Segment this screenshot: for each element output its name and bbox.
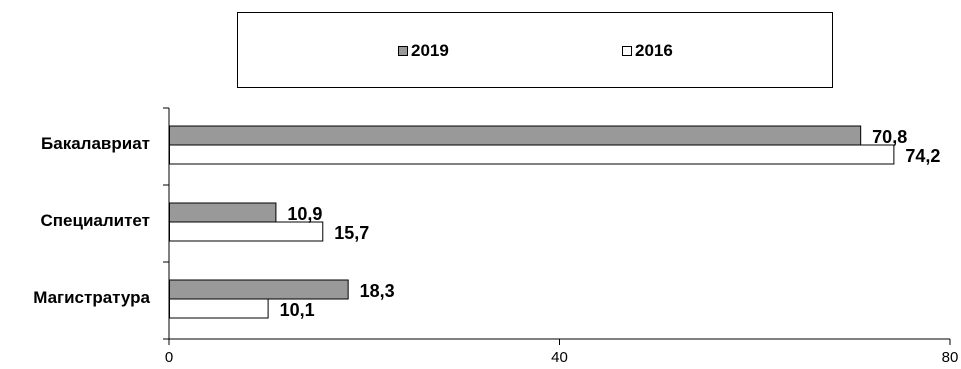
bar-2019 (169, 279, 349, 300)
bar-2019 (169, 125, 862, 146)
legend: 2019 2016 (237, 12, 833, 88)
legend-swatch-2019 (398, 46, 408, 56)
legend-label-2016: 2016 (635, 41, 673, 60)
category-label: Магистратура (33, 287, 150, 307)
bar-2016 (169, 298, 269, 319)
data-label: 74,2 (905, 145, 941, 166)
data-label: 10,1 (279, 299, 315, 320)
data-label: 15,7 (334, 222, 370, 243)
data-label: 18,3 (359, 280, 395, 301)
bar-2016 (169, 144, 895, 165)
bar-2019 (169, 202, 277, 223)
legend-item-2019: 2019 (398, 41, 449, 61)
data-label: 10,9 (287, 203, 323, 224)
legend-swatch-2016 (622, 46, 632, 56)
legend-label-2019: 2019 (411, 41, 449, 60)
data-label: 70,8 (872, 126, 908, 147)
category-label: Специалитет (40, 210, 151, 230)
bar-2016 (169, 221, 324, 242)
category-label: Бакалавриат (41, 133, 150, 153)
x-tick-label: 40 (551, 349, 568, 366)
x-tick-label: 80 (941, 349, 959, 366)
legend-item-2016: 2016 (622, 41, 673, 61)
x-tick-label: 0 (164, 349, 174, 366)
